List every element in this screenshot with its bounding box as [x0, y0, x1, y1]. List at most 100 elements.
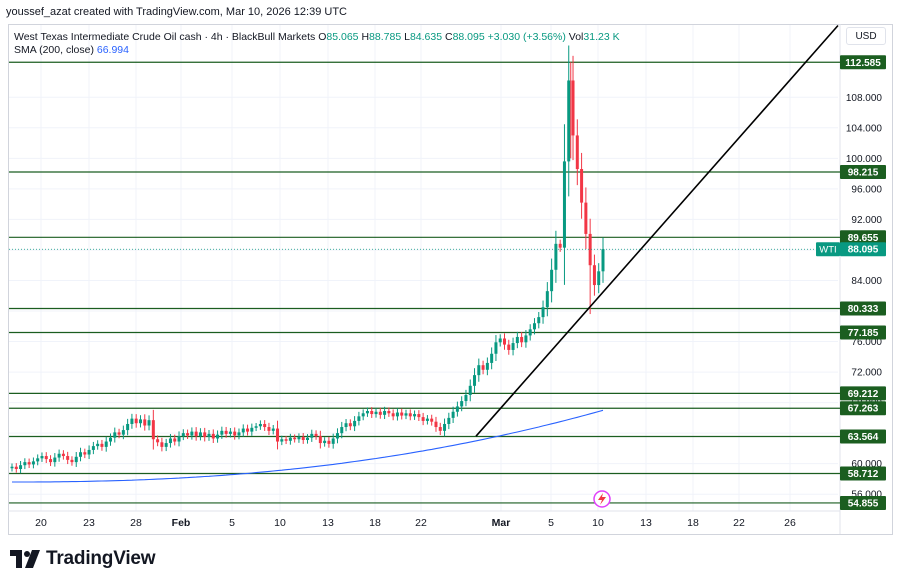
candle-body	[460, 401, 464, 407]
candle-body	[288, 437, 292, 441]
candle-body	[511, 343, 515, 350]
candle-body	[468, 385, 472, 395]
trend-line	[475, 24, 839, 437]
candle-body	[190, 431, 194, 436]
candle-body	[74, 456, 78, 463]
candle-body	[323, 440, 327, 444]
level-price-tag	[840, 55, 886, 70]
candle-body	[280, 439, 284, 442]
candle-body	[91, 446, 95, 450]
x-tick-label: 10	[592, 517, 604, 529]
level-price-label: 69.212	[848, 389, 879, 400]
candle-body	[438, 427, 442, 431]
candle-body	[14, 466, 18, 470]
candle-body	[473, 375, 477, 386]
x-tick-label: 5	[548, 517, 554, 529]
tradingview-brand: TradingView	[46, 548, 156, 569]
candle-body	[224, 430, 228, 434]
candle-body	[258, 423, 262, 427]
x-tick-label: 23	[83, 517, 95, 529]
candle-body	[485, 362, 489, 370]
candle-body	[168, 438, 172, 444]
candle-body	[138, 419, 142, 424]
last-price-symbol: WTI	[819, 245, 836, 256]
candle-body	[23, 462, 27, 466]
last-price-label: 88.095	[848, 245, 879, 256]
candle-body	[503, 338, 506, 345]
candle-body	[378, 411, 382, 415]
y-tick-label: 60.000	[851, 459, 882, 470]
candle-body	[571, 80, 575, 136]
x-tick-label: 13	[322, 517, 334, 529]
candle-body	[361, 413, 365, 417]
candle-body	[413, 414, 417, 417]
candle-body	[156, 439, 160, 443]
candle-body	[66, 456, 70, 460]
candle-body	[228, 431, 232, 434]
candle-body	[87, 449, 91, 455]
candle-body	[121, 430, 125, 435]
x-tick-label: 5	[229, 517, 235, 529]
candle-body	[545, 291, 549, 308]
y-tick-label: 108.000	[846, 93, 883, 104]
y-tick-label: 84.000	[851, 276, 882, 287]
candle-body	[100, 443, 104, 447]
x-tick-label: 20	[35, 517, 47, 529]
candle-body	[36, 458, 40, 462]
candle-body	[104, 441, 108, 447]
level-price-label: 58.712	[848, 469, 879, 480]
candle-body	[79, 452, 83, 457]
candle-body	[284, 439, 288, 441]
chart-frame[interactable]	[8, 24, 893, 535]
level-price-tag	[840, 466, 886, 481]
low-label: L	[404, 31, 410, 43]
candle-body	[147, 420, 151, 426]
candle-body	[528, 329, 532, 336]
candle-body	[434, 421, 438, 428]
candle-body	[387, 411, 391, 414]
candle-body	[237, 432, 241, 436]
candle-body	[177, 436, 181, 442]
tradingview-logo-icon	[10, 550, 40, 568]
candle-body	[408, 413, 412, 417]
candle-body	[61, 453, 65, 457]
candle-body	[267, 427, 271, 431]
candle-body	[370, 411, 374, 415]
sma-value: 66.994	[96, 44, 129, 56]
candle-body	[391, 413, 395, 417]
candle-body	[464, 394, 468, 402]
candle-body	[173, 438, 177, 442]
level-price-tag	[840, 401, 886, 416]
level-price-label: 77.185	[848, 328, 879, 339]
candle-body	[520, 336, 524, 343]
candle-body	[297, 436, 301, 440]
candle-body	[374, 411, 378, 415]
event-marker-icon[interactable]	[593, 490, 611, 508]
y-tick-label: 100.000	[846, 154, 883, 165]
candle-body	[70, 459, 74, 463]
candle-body	[494, 342, 498, 354]
candle-body	[220, 430, 224, 435]
candle-body	[314, 433, 318, 437]
tradingview-logo[interactable]: TradingView	[10, 548, 156, 570]
level-price-label: 112.585	[845, 58, 881, 69]
candle-body	[558, 243, 562, 248]
candle-body	[207, 433, 211, 437]
close-label: C	[444, 31, 453, 43]
volume-label: Vol	[568, 31, 584, 43]
candle-body	[331, 438, 335, 444]
candle-body	[340, 427, 344, 434]
currency-button[interactable]: USD	[846, 27, 886, 45]
candle-body	[306, 437, 309, 441]
last-price-symbol-tag	[816, 242, 840, 257]
x-tick-label: 18	[687, 517, 699, 529]
candle-body	[96, 443, 100, 447]
candle-body	[211, 433, 215, 439]
candle-body	[344, 423, 348, 428]
candle-body	[575, 135, 579, 170]
candle-body	[164, 443, 168, 447]
x-tick-label: 22	[415, 517, 427, 529]
level-price-tag	[840, 386, 886, 401]
candle-body	[126, 423, 130, 431]
